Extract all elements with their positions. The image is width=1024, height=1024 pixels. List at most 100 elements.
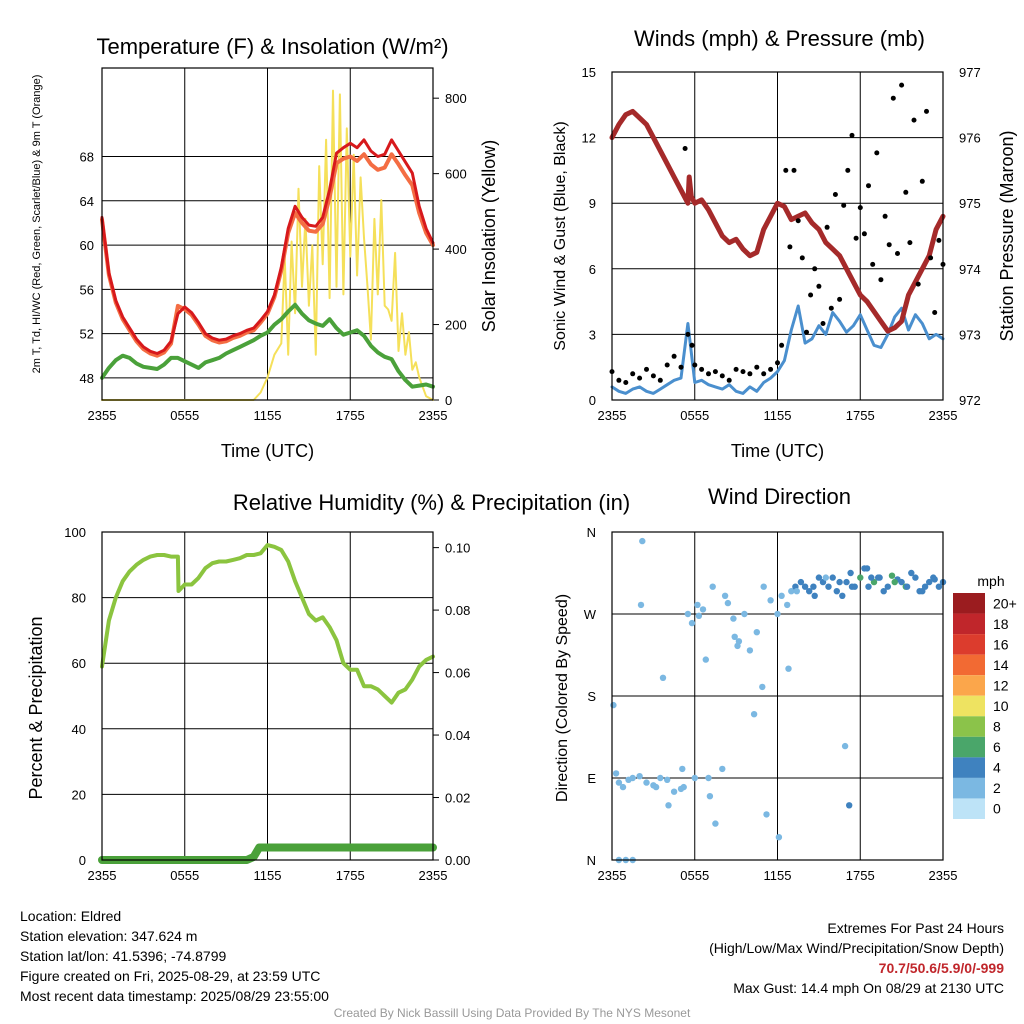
direction-point [629, 774, 636, 782]
direction-point [702, 656, 709, 663]
y-right-tick-label: 0 [445, 393, 452, 408]
y-right-tick-label: 974 [959, 262, 981, 277]
direction-point [785, 665, 792, 672]
gust-point [682, 146, 688, 151]
pressure-line [609, 108, 946, 334]
gust-point [692, 362, 698, 368]
gust-point [936, 237, 942, 243]
direction-point [610, 701, 617, 709]
colorbar-label: 6 [993, 739, 1001, 755]
y-tick-label: 0 [589, 393, 596, 408]
x-tick-label: 0555 [680, 868, 709, 883]
x-tick-label: 1755 [336, 408, 365, 423]
gust-point [779, 342, 785, 348]
direction-point [705, 774, 712, 782]
gust-point [783, 167, 789, 173]
gust-point [841, 202, 847, 208]
y-axis-title: 2m T, Td, HI/WC (Red, Green, Scarlet/Blu… [31, 75, 43, 374]
gust-point [899, 82, 905, 88]
x-tick-label: 0555 [170, 408, 199, 423]
y-tick-label: 68 [80, 150, 94, 165]
gust-point [932, 310, 938, 315]
direction-point [857, 574, 864, 581]
direction-point [829, 574, 836, 581]
x-tick-label: 1155 [254, 868, 282, 883]
y-tick-label: 60 [80, 238, 94, 253]
direction-point [801, 583, 809, 590]
colorbar-swatch [953, 675, 985, 696]
direction-point [730, 615, 737, 622]
gust-point [849, 132, 855, 138]
solar-line [101, 89, 434, 401]
direction-point [863, 565, 871, 572]
direction-point [694, 601, 701, 609]
direction-point [619, 783, 627, 791]
direction-point [865, 583, 872, 590]
sonic-wind-line [610, 304, 945, 395]
direction-point [680, 783, 687, 791]
gust-point [907, 240, 913, 246]
gust-point [754, 364, 760, 370]
gust-point [787, 244, 793, 250]
direction-point [639, 537, 646, 545]
x-tick-label: 2355 [598, 868, 627, 883]
x-tick-label: 2355 [88, 868, 117, 883]
y-axis-title: Percent & Precipitation [26, 616, 46, 799]
plot-frame [101, 531, 434, 861]
direction-point [846, 802, 853, 809]
y-tick-label: E [587, 771, 596, 786]
y-tick-label: 15 [582, 65, 596, 80]
extremes-info: Extremes For Past 24 Hours (High/Low/Max… [709, 918, 1004, 998]
gust-point [795, 218, 801, 224]
gust-point [740, 369, 746, 375]
y-tick-label: 80 [72, 591, 86, 606]
colorbar-label: 18 [993, 616, 1009, 632]
gust-point [733, 366, 739, 372]
x-tick-label: 0555 [680, 408, 709, 423]
gust-point [616, 377, 622, 383]
gust-point [804, 329, 809, 335]
direction-point [898, 578, 905, 586]
colorbar-swatch [953, 716, 985, 737]
latlon-text: Station lat/lon: 41.5396; -74.8799 [20, 948, 227, 964]
direction-point [699, 606, 707, 613]
y-right-tick-label: 800 [445, 91, 467, 106]
direction-point [880, 588, 887, 595]
direction-point [688, 619, 696, 627]
direction-point [919, 588, 926, 595]
gust-point [747, 371, 753, 377]
direction-point [797, 578, 805, 586]
gust-point [630, 371, 636, 377]
gust-point [866, 183, 871, 189]
gust-point [678, 364, 684, 370]
station-info: Location: Eldred Station elevation: 347.… [20, 906, 329, 1006]
gust-point [895, 251, 900, 256]
direction-point [841, 742, 849, 750]
gust-point [837, 296, 843, 302]
direction-point [825, 583, 832, 590]
gust-point [685, 331, 691, 337]
direction-point [750, 711, 758, 718]
y-tick-label: 52 [80, 327, 94, 342]
chart-title: Winds (mph) & Pressure (mb) [634, 26, 925, 51]
colorbar-swatch [953, 757, 985, 778]
colorbar-swatch [953, 695, 985, 717]
direction-point [652, 783, 660, 791]
gust-point [878, 277, 884, 283]
colorbar-swatch [953, 798, 985, 819]
y-right-tick-label: 0.08 [445, 603, 470, 618]
gust-point [924, 108, 929, 114]
colorbar-label: 14 [993, 657, 1009, 673]
y-tick-label: 60 [72, 656, 86, 671]
gust-point [919, 178, 925, 184]
direction-point [731, 633, 738, 640]
y-tick-label: 40 [72, 722, 86, 737]
x-tick-label: 2355 [419, 408, 448, 423]
extremes-values: 70.7/50.6/5.9/0/-999 [878, 960, 1004, 976]
gust-point [689, 342, 695, 348]
direction-point [657, 774, 664, 782]
x-tick-label: 1155 [764, 408, 792, 423]
direction-point [908, 569, 915, 577]
plot-frame [101, 67, 434, 401]
